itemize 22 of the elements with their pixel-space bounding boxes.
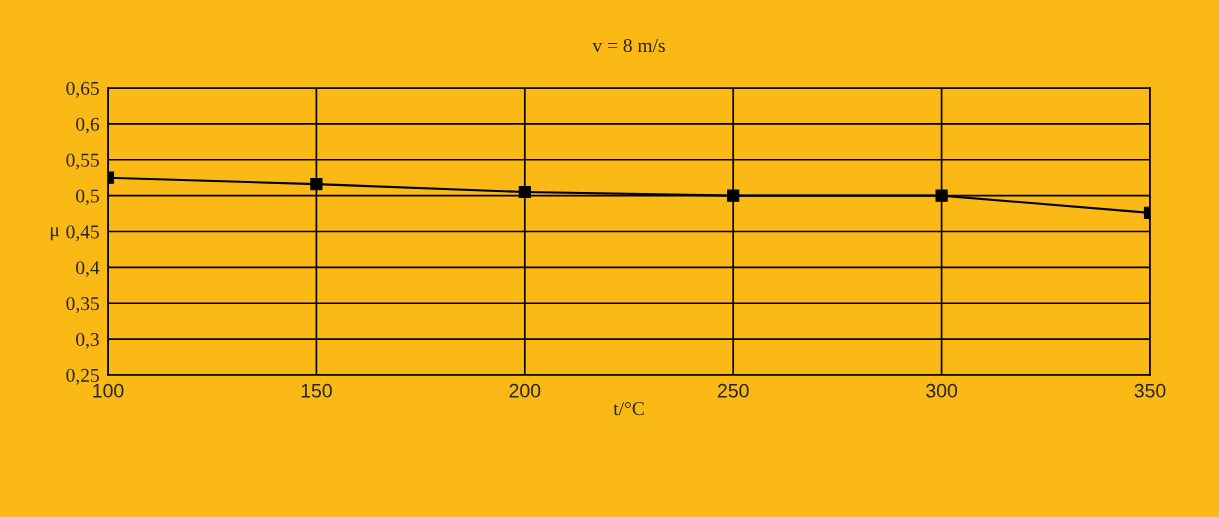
y-tick-label: 0,55	[66, 153, 99, 170]
chart-title: v = 8 m/s	[592, 38, 665, 53]
x-tick-label: 100	[93, 383, 124, 398]
x-tick-label: 150	[301, 383, 332, 398]
x-tick-label: 250	[717, 383, 749, 398]
y-tick-label: 0,5	[76, 189, 99, 206]
x-tick-label: 350	[1134, 383, 1166, 398]
x-tick-label: 200	[509, 383, 541, 398]
y-tick-label: 0,45	[66, 225, 99, 242]
y-tick-label: 0,4	[76, 261, 100, 278]
x-axis-title: t/°C	[613, 402, 644, 416]
point	[935, 189, 948, 202]
y-tick-label: 0,6	[76, 117, 100, 134]
y-axis-title: μ	[50, 227, 59, 241]
y-tick-label: 0,25	[66, 368, 99, 385]
point	[727, 189, 740, 202]
point	[518, 185, 531, 199]
y-tick-label: 0,65	[66, 81, 99, 98]
y-tick-label: 0,3	[76, 332, 99, 349]
y-tick-label: 0,35	[66, 297, 99, 313]
x-tick-label: 300	[926, 383, 958, 398]
point	[310, 178, 323, 191]
